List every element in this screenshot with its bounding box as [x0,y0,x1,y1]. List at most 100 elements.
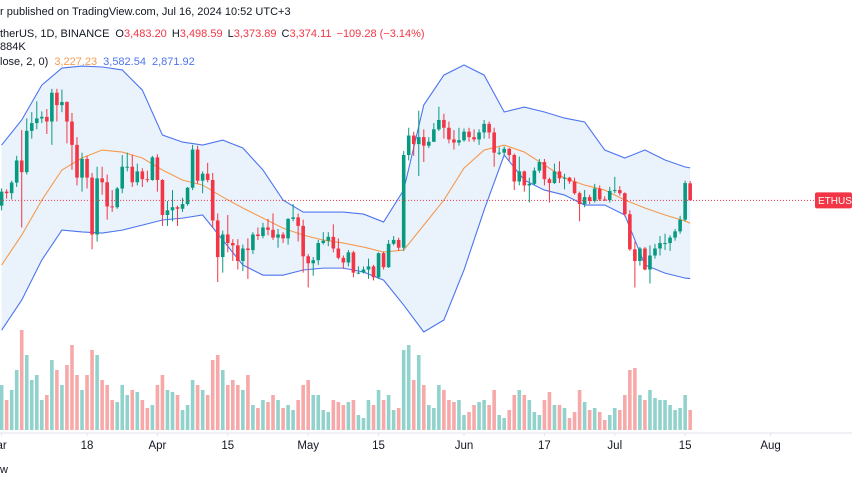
candle-body [582,197,587,205]
volume-bar [341,405,346,430]
footer: w [0,464,8,476]
candle-body [276,234,280,238]
volume-bar [241,390,245,430]
volume-bar [45,395,49,430]
volume-bar [351,400,356,430]
candle-body [70,121,74,145]
volume-bar [678,408,682,430]
volume-bar [472,405,476,430]
candle-body [311,260,316,264]
volume-bar [70,345,74,430]
volume-bar [688,409,692,430]
candle-body [246,248,250,251]
volume-bar [421,385,426,430]
candle-body [100,178,104,183]
volume-bar [668,405,672,430]
volume-bar [582,402,587,430]
band-fill [1,64,691,333]
candle-body [391,239,396,244]
candle-body [361,269,366,273]
candle-body [421,137,426,146]
candle-body [351,252,356,273]
candle-body [165,210,170,215]
candle-body [477,132,481,140]
volume-bar [663,400,667,430]
indicator-middle: 3,227.23 [54,56,97,68]
volume-bar [291,410,295,430]
change: −109.28 (−3.14%) [337,28,425,40]
candle-body [462,131,466,141]
candle-body [522,171,527,186]
candle-body [653,248,657,256]
candle-body [316,243,321,261]
x-tick-label: ar [0,440,7,452]
quote-key: H [172,28,180,40]
candle-body [457,140,461,143]
candle-body [517,171,522,182]
candle-body [572,181,577,194]
volume-bar [180,410,185,430]
candle-body [643,248,647,270]
candle-body [180,204,185,209]
candle-body [537,162,542,171]
quote-key: L [228,28,234,40]
volume-bar [673,410,677,430]
quote-value: 3,374.11 [290,28,332,40]
candle-body [145,179,150,181]
volume-bar [24,355,29,430]
volume-bar [251,405,255,430]
volume-bar [597,412,602,430]
volume-bar [40,400,44,430]
candle-body [150,157,155,180]
volume-bar [281,408,285,430]
candle-body [376,253,381,278]
candle-body [236,245,240,261]
quote-value: 3,483.20 [124,28,167,40]
candle-body [135,171,140,183]
volume-bar [336,402,341,430]
candle-body [281,234,285,239]
price-label-box [815,192,852,209]
candle-body [663,243,667,245]
volume-bar [537,415,542,430]
candle-body [567,177,572,182]
candle-body [527,183,532,186]
candle-body [346,252,351,263]
candle-body [381,253,386,268]
volume-bar [547,392,552,430]
candle-body [432,129,436,142]
volume-bar [482,400,486,430]
candle-body [577,193,582,205]
volume-bar [447,400,451,430]
candle-body [210,179,215,221]
candle-body [336,248,341,258]
volume-bar [567,418,572,430]
candle-body [0,191,4,206]
candle-body [326,236,331,241]
indicator: lose, 2, 0) [0,56,48,68]
volume-bar [4,400,9,430]
candle-body [306,256,310,264]
candle-body [673,231,677,238]
candle-body [95,178,99,235]
quote-key: C [282,28,290,40]
candle-body [331,236,336,249]
volume-bar [155,385,160,430]
candle-body [371,266,376,278]
volume-bar [90,350,94,430]
volume-bar [110,400,114,430]
candle-body [487,123,491,133]
candle-body [396,239,401,248]
volume-bar [29,380,34,430]
volume-bar [432,408,436,430]
volume-bar [160,375,165,430]
volume-bar [195,385,200,430]
candle-body [341,257,346,263]
candle-body [618,190,622,194]
x-tick-label: Aug [760,440,780,452]
volume-bar [386,395,391,430]
candle-body [105,182,109,207]
volume-bar [130,390,135,430]
candle-body [185,187,190,205]
volume-bar [19,330,24,430]
